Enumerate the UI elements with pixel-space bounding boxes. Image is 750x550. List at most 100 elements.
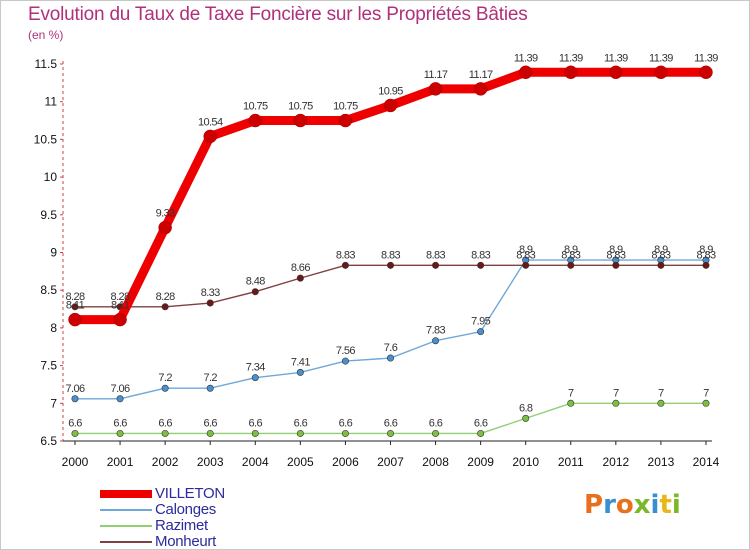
data-label: 8.83 [426,249,445,261]
logo-letter: P [584,490,604,520]
data-label: 8.83 [561,249,580,261]
y-tick-label: 9.5 [40,208,57,222]
unit-label: (en %) [28,28,64,42]
data-point [654,65,668,80]
data-point [296,274,304,282]
data-point [296,368,304,376]
data-point [248,113,263,128]
legend-swatch [100,490,152,498]
data-label: 7.2 [158,372,172,384]
data-point [477,261,485,269]
data-point [612,399,620,407]
x-tick-label: 2014 [693,455,720,469]
y-tick-label: 10 [44,170,58,184]
data-label: 11.39 [559,52,583,64]
proxiti-logo: Proxiti [584,490,681,520]
data-point [702,399,710,407]
data-label: 8.9 [564,244,578,256]
data-point [296,429,304,437]
data-point [338,113,353,128]
data-label: 8.11 [66,300,85,312]
chart-title: Evolution du Taux de Taxe Foncière sur l… [28,4,528,25]
data-point [251,374,259,382]
x-tick-label: 2010 [512,455,539,469]
data-point [206,429,214,437]
x-tick-label: 2004 [242,455,269,469]
data-label: 7.34 [246,362,265,374]
x-tick-label: 2001 [107,455,134,469]
x-tick-label: 2008 [422,455,449,469]
data-label: 10.95 [378,85,403,97]
data-label: 6.8 [519,402,533,414]
data-label: 8.9 [519,244,533,256]
logo-letter: i [671,490,681,520]
legend-label: Calonges [155,501,216,518]
series-layer [68,65,713,437]
logo-letter: x [633,490,651,520]
data-label: 6.6 [68,417,82,429]
data-point [428,82,443,96]
legend-label: VILLETON [155,485,225,502]
data-label: 6.6 [429,417,443,429]
data-label: 7.83 [426,325,445,337]
data-label: 7.06 [111,383,130,395]
data-label: 8.83 [696,249,715,261]
data-point [341,429,349,437]
data-point [161,384,169,392]
y-tick-label: 6.5 [40,434,57,448]
data-label: 7 [568,387,574,399]
data-point [612,261,620,269]
x-tick-label: 2002 [152,455,179,469]
data-label: 6.6 [294,417,308,429]
data-point [432,429,440,437]
data-label: 10.54 [198,116,223,128]
data-point [609,65,623,80]
data-label: 11.17 [424,69,448,81]
data-point [68,312,82,327]
x-tick-label: 2005 [287,455,314,469]
data-label: 11.39 [514,52,538,64]
chart-axes: 6.5 7 7.5 8 8.5 9 9.5 10 10.5 11 11.5 2000 2001 2002 2… [34,57,720,469]
data-label: 11.39 [649,52,673,64]
data-point [206,299,214,307]
data-label: 7.41 [291,356,310,368]
data-point [113,312,127,327]
data-label: 6.6 [249,417,263,429]
data-labels-layer: 6.6 6.6 6.6 6.6 6.6 6.6 6.6 6.6 6.6 6.6 6.8 7 7 7 7 7.0… [65,52,718,429]
y-tick-label: 10.5 [34,132,58,146]
data-point [71,395,79,403]
data-point [702,261,710,269]
data-point [71,303,79,311]
series-razimet [71,399,710,437]
data-label: 7.95 [471,316,490,328]
legend-label: Monheurt [155,533,216,550]
data-label: 11.39 [694,52,718,64]
data-label: 9.33 [156,208,175,220]
y-tick-label: 11 [45,95,58,109]
data-point [518,65,533,80]
data-point [657,261,665,269]
data-label: 8.83 [516,249,535,261]
legend-swatch [100,525,152,527]
data-label: 6.6 [203,417,217,429]
data-label: 11.39 [604,52,628,64]
data-point [477,328,485,336]
data-label: 8.28 [65,291,84,303]
y-tick-label: 9 [50,246,57,260]
logo-letter: o [615,490,634,520]
data-point [251,429,259,437]
x-tick-label: 2011 [558,455,584,469]
data-label: 8.11 [111,300,130,312]
data-label: 7 [658,387,664,399]
data-label: 7.06 [65,383,84,395]
data-point [116,429,124,437]
logo-letter: i [650,490,660,520]
x-tick-label: 2006 [332,455,359,469]
data-point [567,261,575,269]
data-point [161,303,169,311]
data-point [251,288,259,296]
x-tick-label: 2000 [62,455,89,469]
data-label: 8.28 [156,291,175,303]
data-label: 8.33 [201,287,220,299]
data-point [386,261,394,269]
